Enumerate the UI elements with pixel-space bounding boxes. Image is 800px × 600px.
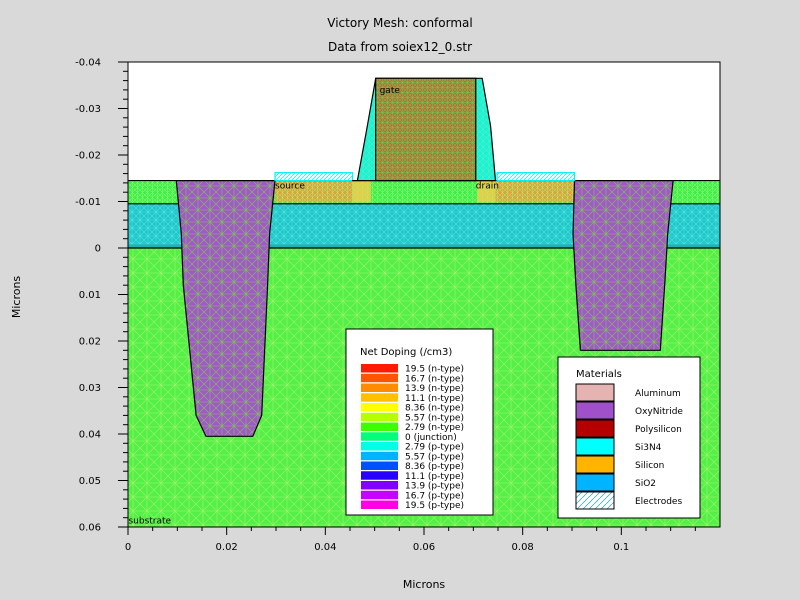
doping-swatch <box>361 403 398 412</box>
doping-swatch <box>361 442 398 451</box>
doping-label: 2.79 (n-type) <box>405 423 464 433</box>
material-label: Silicon <box>635 461 664 471</box>
source-label: source <box>275 181 305 191</box>
x-tick-label: 0.06 <box>413 542 435 553</box>
y-tick-label: 0.02 <box>79 337 101 348</box>
x-tick-label: 0.04 <box>314 542 336 553</box>
doping-label: 19.5 (n-type) <box>405 365 464 375</box>
y-tick-label: 0.03 <box>79 383 101 394</box>
y-tick-label: 0.04 <box>79 430 101 441</box>
y-tick-label: 0.05 <box>79 476 101 487</box>
chart-title: Victory Mesh: conformal <box>327 16 472 30</box>
material-swatch <box>575 401 615 420</box>
material-swatch <box>575 419 615 438</box>
doping-label: 13.9 (n-type) <box>405 384 464 394</box>
material-label: Aluminum <box>635 389 681 399</box>
y-tick-label: -0.03 <box>75 104 101 115</box>
source-electrode <box>274 172 354 182</box>
doping-swatch <box>361 373 398 383</box>
doping-swatch <box>361 412 398 422</box>
doping-swatch <box>361 500 398 509</box>
doping-legend: Net Doping (/cm3) 19.5 (n-type)16.7 (n-t… <box>345 328 494 516</box>
doping-label: 11.1 (n-type) <box>405 394 464 404</box>
material-label: OxyNitride <box>635 407 683 417</box>
doping-label: 11.1 (p-type) <box>405 472 464 482</box>
axes: 0 0.02 0.04 0.06 0.08 0.1 -0.04 -0.03 -0.02 -0.01… <box>75 58 696 553</box>
x-axis-label: Microns <box>403 578 446 591</box>
y-tick-label: -0.04 <box>75 58 101 69</box>
active-layer-mesh <box>128 180 720 204</box>
x-tick-label: 0.02 <box>216 542 238 553</box>
doping-label: 0 (junction) <box>405 433 457 443</box>
doping-swatch <box>361 422 398 431</box>
substrate-label: substrate <box>128 517 171 527</box>
gate-mesh <box>375 77 477 182</box>
doping-swatch <box>361 490 398 500</box>
material-label: Polysilicon <box>635 425 682 435</box>
left-trench-mesh <box>175 180 276 437</box>
material-swatch <box>575 383 615 402</box>
y-tick-label: 0 <box>95 244 101 255</box>
doping-label: 8.36 (n-type) <box>405 404 464 414</box>
doping-legend-title: Net Doping (/cm3) <box>360 347 452 358</box>
y-tick-label: -0.02 <box>75 151 101 162</box>
doping-swatch <box>361 393 398 402</box>
material-swatch <box>575 455 615 474</box>
doping-label: 8.36 (p-type) <box>405 462 464 472</box>
x-tick-label: 0.1 <box>613 542 629 553</box>
material-swatch <box>575 491 615 510</box>
doping-swatch <box>361 461 398 470</box>
drain-electrode <box>496 172 576 182</box>
doping-label: 16.7 (p-type) <box>405 491 464 501</box>
doping-label: 19.5 (p-type) <box>405 501 464 511</box>
doping-swatch <box>361 383 398 392</box>
material-label: Si3N4 <box>635 443 662 453</box>
x-tick-label: 0 <box>125 542 131 553</box>
material-label: SiO2 <box>635 479 656 489</box>
doping-label: 16.7 (n-type) <box>405 374 464 384</box>
doping-label: 2.79 (p-type) <box>405 443 464 453</box>
y-tick-label: -0.01 <box>75 197 101 208</box>
doping-swatch <box>361 364 398 373</box>
material-swatch <box>575 437 615 456</box>
x-tick-label: 0.08 <box>512 542 534 553</box>
materials-legend: Materials Aluminum OxyNitride Polysilicon S… <box>557 356 701 519</box>
buried-oxide-bottom-band <box>128 244 720 248</box>
y-tick-label: 0.01 <box>79 290 101 301</box>
materials-legend-title: Materials <box>576 369 622 380</box>
y-axis-label: Microns <box>10 276 23 319</box>
right-trench-mesh <box>572 180 674 351</box>
gate-label: gate <box>380 86 401 96</box>
y-tick-label: 0.06 <box>79 523 101 534</box>
material-swatch <box>575 473 615 492</box>
doping-swatch <box>361 432 398 441</box>
drain-label: drain <box>476 181 499 191</box>
doping-swatch <box>361 471 398 480</box>
doping-swatch <box>361 451 398 461</box>
doping-label: 5.57 (n-type) <box>405 413 464 423</box>
material-label: Electrodes <box>635 497 682 507</box>
chart-subtitle: Data from soiex12_0.str <box>328 40 472 54</box>
doping-label: 13.9 (p-type) <box>405 482 464 492</box>
doping-swatch <box>361 481 398 490</box>
doping-label: 5.57 (p-type) <box>405 452 464 462</box>
